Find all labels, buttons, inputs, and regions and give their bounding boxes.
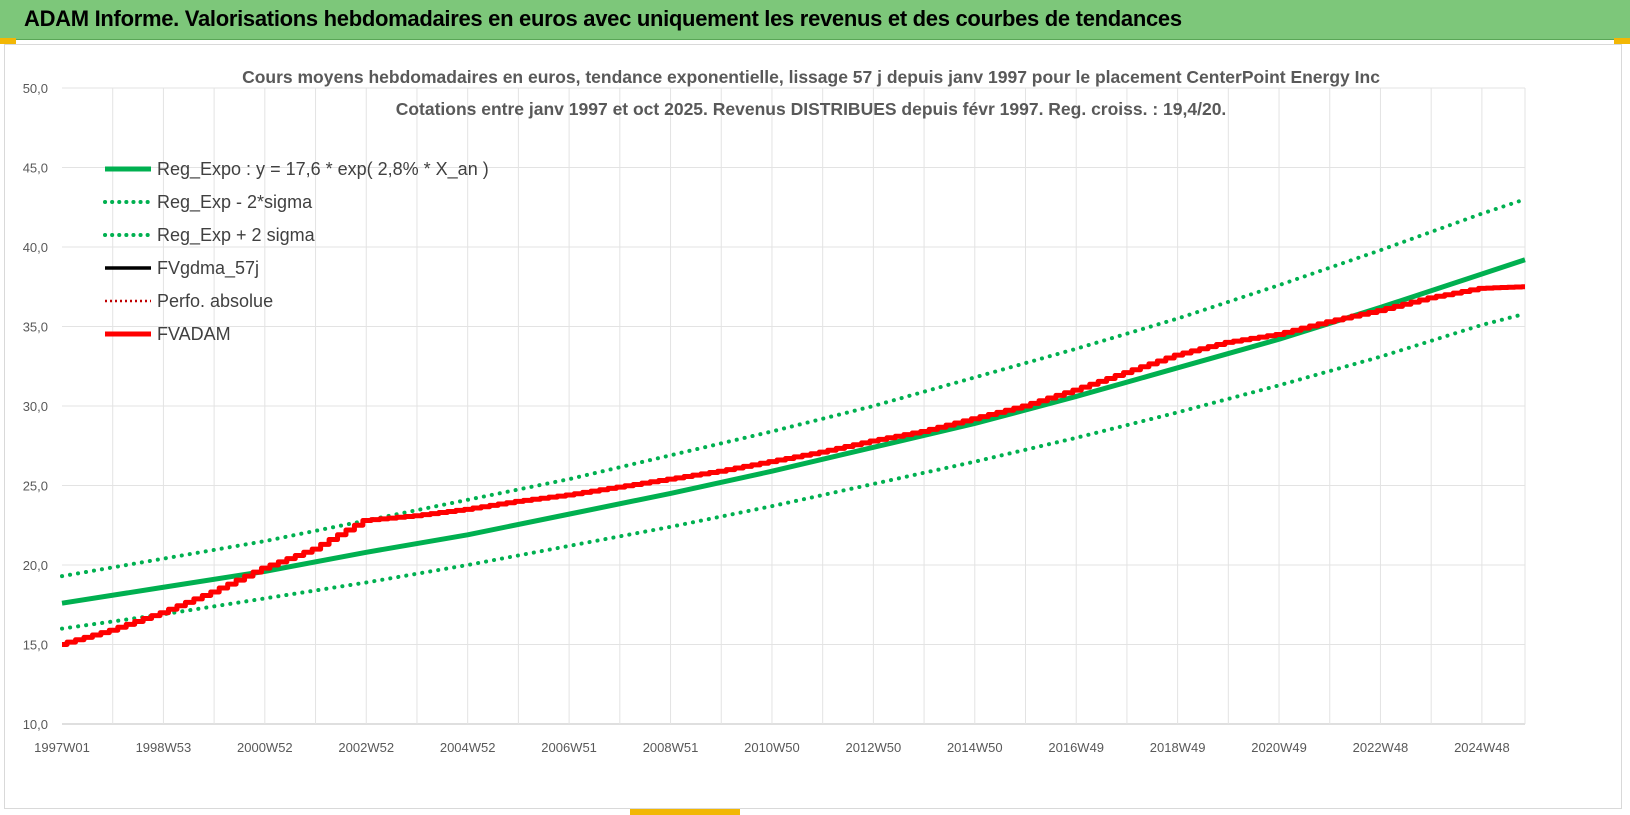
series-line <box>62 284 1525 647</box>
legend-label: FVgdma_57j <box>157 258 259 279</box>
x-tick-label: 2002W52 <box>338 740 394 755</box>
series-line <box>60 311 1527 631</box>
page-title: ADAM Informe. Valorisations hebdomadaire… <box>24 6 1182 31</box>
y-tick-label: 15,0 <box>23 638 48 653</box>
corner-marker <box>0 38 16 44</box>
axes: 10,0 15,0 20,0 25,0 30,0 35,0 40,0 45,0 50,0 1997… <box>23 81 1510 755</box>
legend-label: Reg_Exp - 2*sigma <box>157 192 313 213</box>
y-tick-label: 40,0 <box>23 240 48 255</box>
corner-marker <box>630 809 740 815</box>
x-tick-label: 2022W48 <box>1353 740 1409 755</box>
series-line <box>61 257 1526 606</box>
y-tick-label: 30,0 <box>23 399 48 414</box>
series-line <box>60 197 1527 579</box>
line-chart: 10,0 15,0 20,0 25,0 30,0 35,0 40,0 45,0 50,0 1997… <box>23 67 1527 755</box>
y-tick-label: 25,0 <box>23 479 48 494</box>
x-tick-label: 2004W52 <box>440 740 496 755</box>
y-tick-label: 45,0 <box>23 161 48 176</box>
x-tick-label: 2010W50 <box>744 740 800 755</box>
x-tick-label: 2012W50 <box>846 740 902 755</box>
legend: Reg_Expo : y = 17,6 * exp( 2,8% * X_an )… <box>103 159 489 344</box>
header-bar: ADAM Informe. Valorisations hebdomadaire… <box>0 0 1630 40</box>
x-tick-label: 2008W51 <box>643 740 699 755</box>
x-tick-label: 2020W49 <box>1251 740 1307 755</box>
corner-marker <box>1614 38 1630 44</box>
x-tick-label: 1998W53 <box>136 740 192 755</box>
chart-subtitle: Cotations entre janv 1997 et oct 2025. R… <box>396 99 1227 119</box>
legend-label: Reg_Exp + 2 sigma <box>157 225 316 246</box>
grid-lines <box>62 87 1526 725</box>
x-tick-label: 2016W49 <box>1048 740 1104 755</box>
legend-label: Reg_Expo : y = 17,6 * exp( 2,8% * X_an ) <box>157 159 489 180</box>
x-tick-label: 2006W51 <box>541 740 597 755</box>
legend-label: FVADAM <box>157 324 231 344</box>
chart-area: 10,0 15,0 20,0 25,0 30,0 35,0 40,0 45,0 50,0 1997… <box>4 44 1622 809</box>
y-tick-label: 50,0 <box>23 81 48 96</box>
y-tick-label: 20,0 <box>23 558 48 573</box>
x-tick-label: 2000W52 <box>237 740 293 755</box>
series-group <box>60 197 1527 647</box>
chart-title: Cours moyens hebdomadaires en euros, ten… <box>242 67 1380 87</box>
y-tick-label: 35,0 <box>23 320 48 335</box>
legend-label: Perfo. absolue <box>157 291 273 311</box>
x-tick-label: 2014W50 <box>947 740 1003 755</box>
x-tick-label: 2018W49 <box>1150 740 1206 755</box>
x-tick-label: 1997W01 <box>34 740 90 755</box>
y-tick-label: 10,0 <box>23 717 48 732</box>
x-tick-label: 2024W48 <box>1454 740 1510 755</box>
